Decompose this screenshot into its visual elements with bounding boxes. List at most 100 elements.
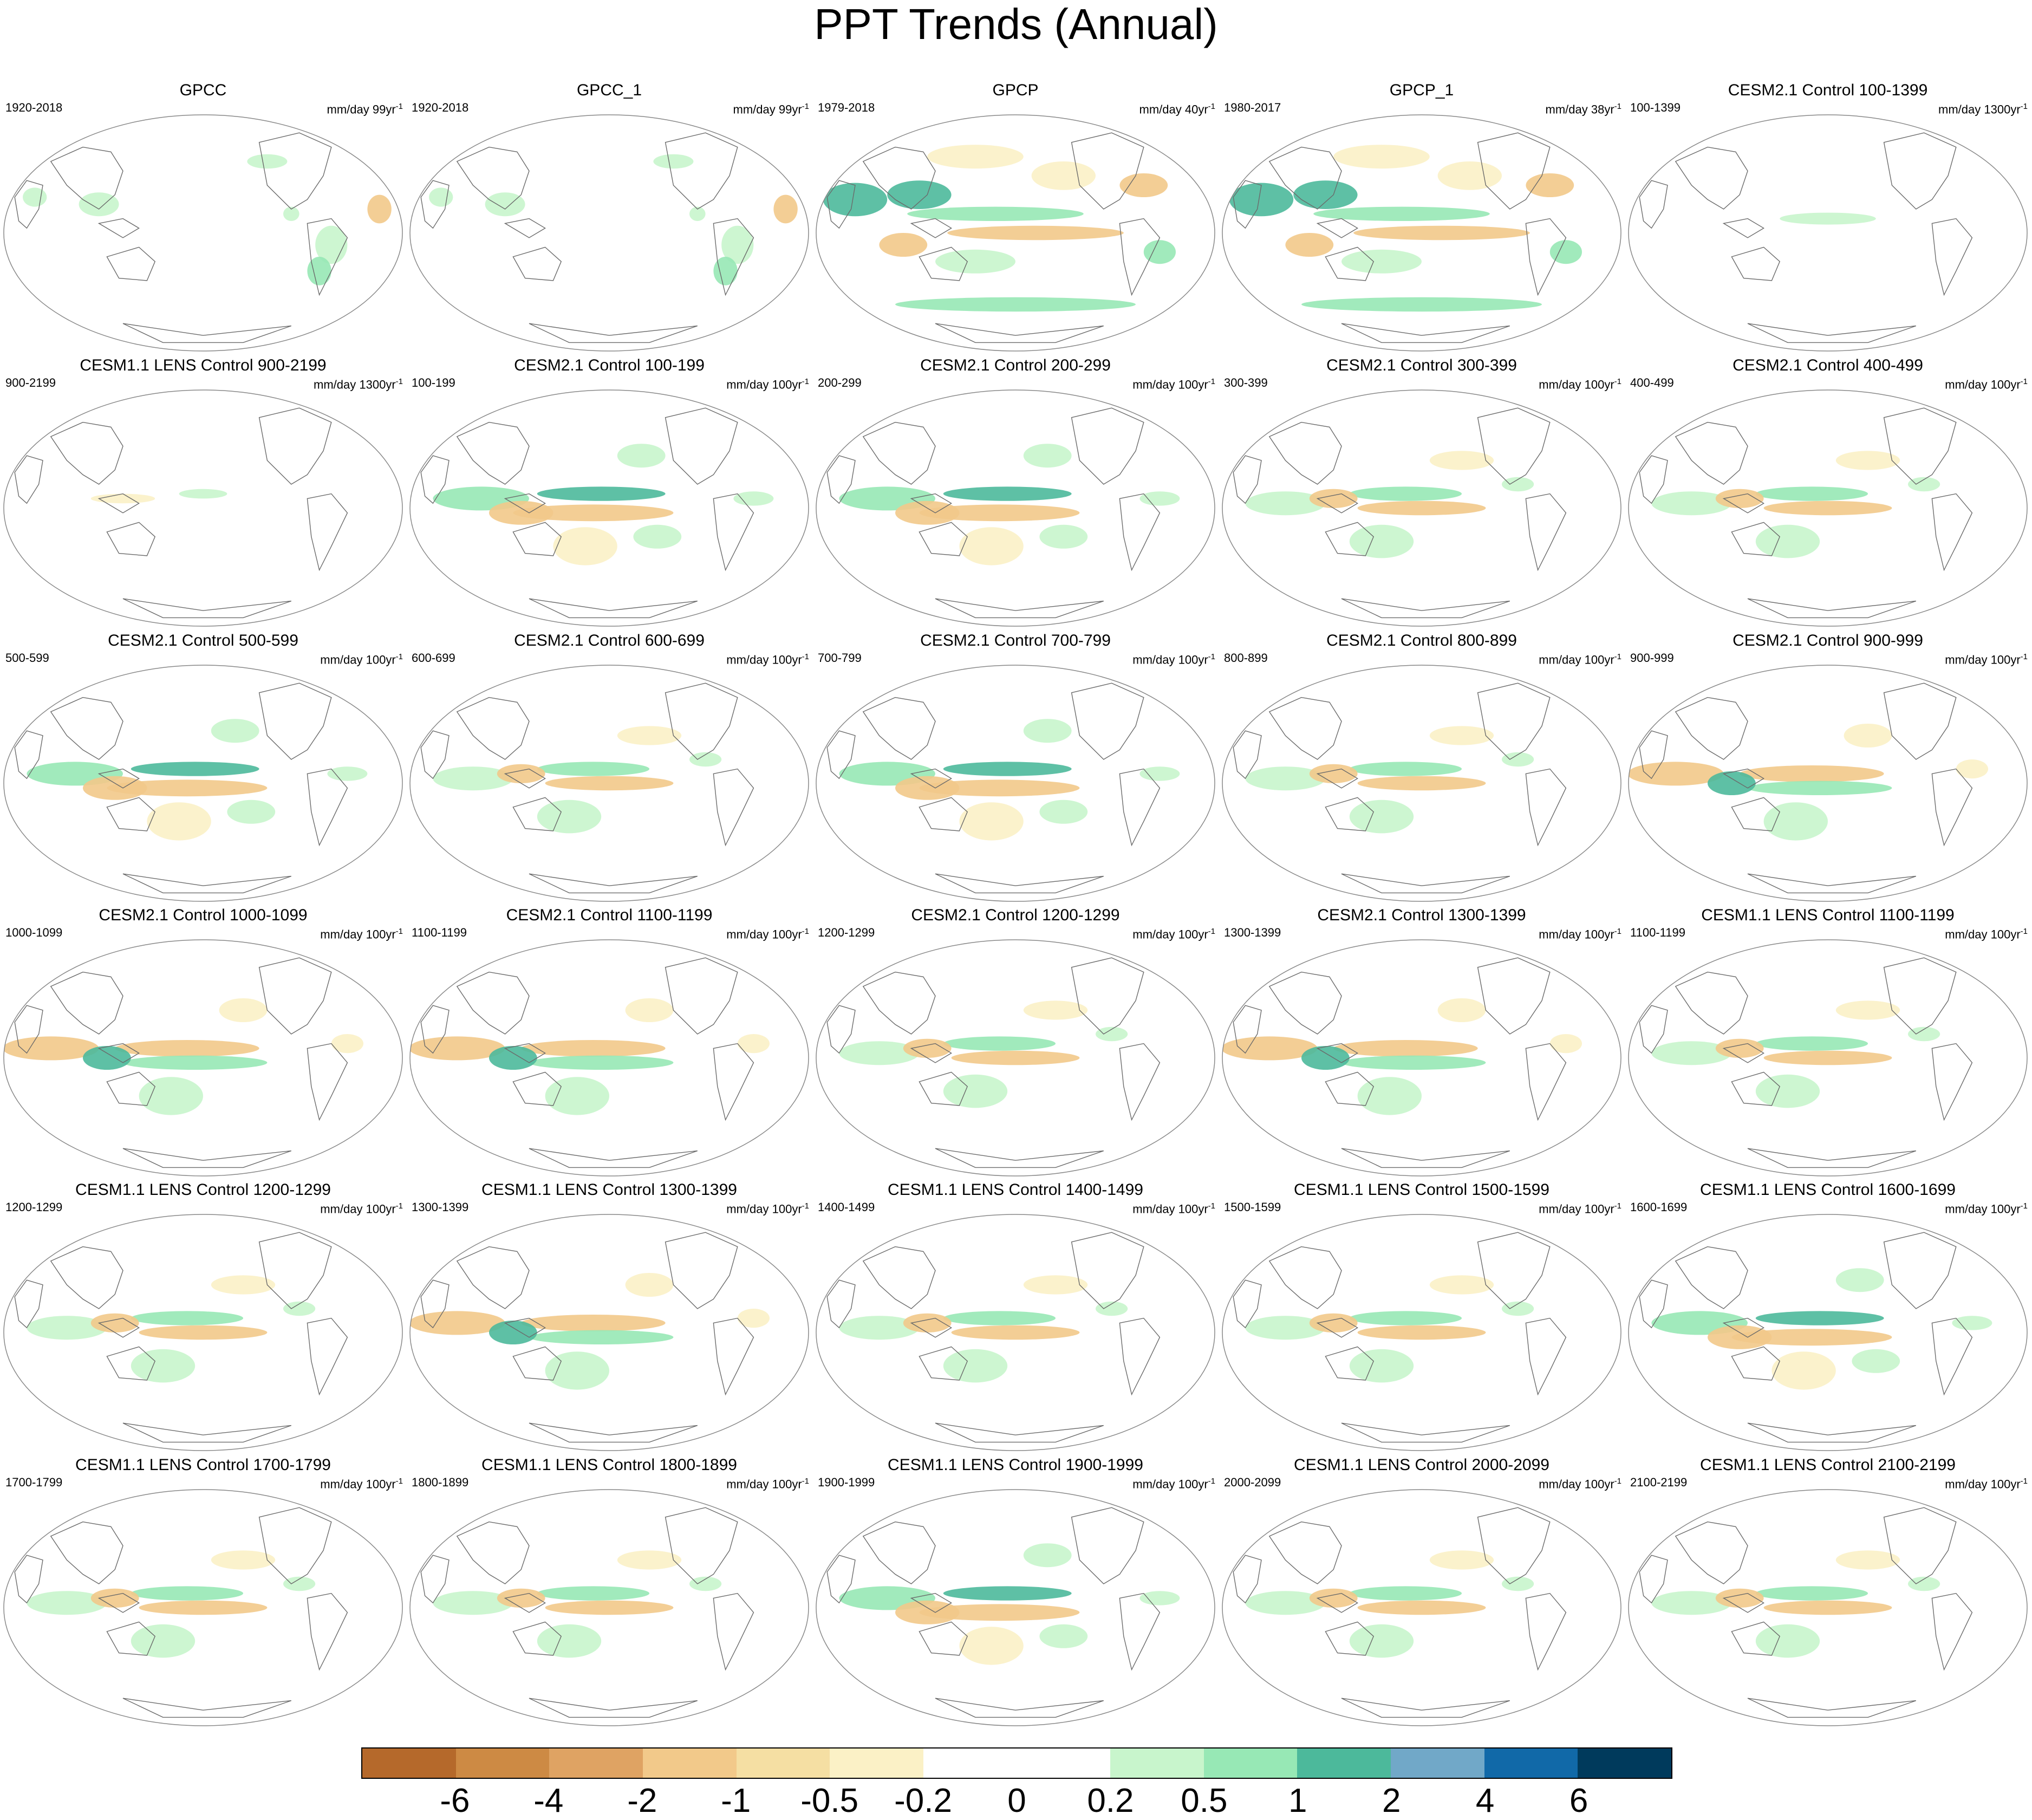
coastline	[106, 1346, 156, 1381]
positive-trend-region	[887, 180, 952, 209]
colorbar-label: 0.2	[1087, 1782, 1134, 1819]
coastline	[1119, 493, 1161, 571]
map-plot	[409, 1214, 809, 1451]
coastline	[910, 768, 952, 789]
coastline	[14, 1555, 43, 1604]
map-border	[1628, 939, 2028, 1176]
positive-trend-region	[1341, 249, 1422, 274]
positive-trend-region	[537, 1624, 602, 1658]
panel-units: mm/day 38yr-1	[1546, 100, 1622, 116]
panel-period: 1400-1499	[818, 1200, 875, 1214]
positive-trend-region	[131, 762, 259, 776]
panel-units-text: mm/day 100yr	[1132, 653, 1208, 667]
negative-trend-region	[895, 776, 960, 800]
panel-units-exponent: -1	[802, 927, 809, 936]
positive-trend-region	[537, 486, 666, 501]
negative-trend-region	[83, 776, 147, 800]
coastline	[1931, 1043, 1973, 1121]
panel-period: 1300-1399	[412, 1200, 469, 1214]
negative-trend-region	[1437, 161, 1502, 190]
negative-trend-region	[919, 1604, 1080, 1621]
coastline	[826, 1279, 856, 1329]
colorbar-label: -0.2	[894, 1782, 952, 1819]
panel-units-text: mm/day 100yr	[1539, 1477, 1614, 1491]
panel-title: CESM2.1 Control 1300-1399	[1317, 906, 1526, 924]
coastline	[713, 218, 754, 296]
panel-units: mm/day 100yr-1	[1539, 650, 1621, 667]
panel-units: mm/day 100yr-1	[726, 1199, 809, 1216]
panel-units-exponent: -1	[802, 377, 809, 386]
coastline	[740, 395, 783, 423]
coastline	[122, 1698, 292, 1718]
positive-trend-region	[1651, 1591, 1732, 1615]
coastline	[50, 1521, 123, 1584]
positive-trend-region	[1039, 1624, 1088, 1648]
coastline	[1675, 146, 1748, 210]
panel-units: mm/day 100yr-1	[1945, 375, 2028, 392]
panel-units: mm/day 100yr-1	[1132, 375, 1215, 392]
coastline	[14, 730, 43, 779]
coastline	[1071, 132, 1144, 210]
panel-title: CESM1.1 LENS Control 1700-1799	[75, 1456, 331, 1474]
coastline	[1959, 395, 2001, 423]
coastline	[919, 1621, 968, 1656]
coastline	[1553, 1495, 1595, 1523]
positive-trend-region	[823, 183, 888, 217]
positive-trend-region	[1852, 1349, 1900, 1373]
coastline	[1525, 1043, 1567, 1121]
coastline	[14, 1005, 43, 1054]
positive-trend-region	[327, 766, 368, 781]
panel-period: 1200-1299	[5, 1200, 63, 1214]
panel-units-exponent: -1	[802, 1201, 809, 1211]
map-border	[816, 114, 1215, 352]
trend-field	[1639, 1220, 2001, 1443]
negative-trend-region	[1023, 1275, 1088, 1295]
panel-period: 1100-1199	[1630, 926, 1685, 939]
negative-trend-region	[959, 527, 1024, 566]
negative-trend-region	[331, 1034, 364, 1054]
negative-trend-region	[1309, 764, 1358, 783]
map-panel: CESM1.1 LENS Control 1400-1499 1400-1499 m…	[812, 1181, 1219, 1452]
panel-title: CESM2.1 Control 1000-1099	[99, 906, 308, 924]
map-plot	[1222, 939, 1621, 1176]
positive-trend-region	[1755, 524, 1820, 558]
panel-units: mm/day 100yr-1	[726, 375, 809, 392]
coastline	[1731, 246, 1781, 281]
negative-trend-region	[1119, 173, 1168, 197]
map-border	[816, 1214, 1215, 1451]
coastline	[504, 1043, 546, 1063]
negative-trend-region	[895, 1600, 960, 1624]
panel-period: 2000-2099	[1224, 1476, 1281, 1489]
panel-units-text: mm/day 100yr	[1945, 927, 2021, 941]
coastline	[1722, 1317, 1764, 1338]
positive-trend-region	[1313, 206, 1490, 221]
coastline	[420, 1555, 450, 1604]
coastline	[919, 522, 968, 556]
panel-units-text: mm/day 100yr	[1132, 1202, 1208, 1216]
positive-trend-region	[247, 154, 288, 169]
map-panel: CESM2.1 Control 1100-1199 1100-1199 mm/day…	[406, 906, 812, 1177]
positive-trend-region	[943, 1349, 1008, 1383]
coastline	[1722, 218, 1764, 238]
positive-trend-region	[943, 1074, 1008, 1108]
positive-trend-region	[131, 1349, 196, 1383]
coastline	[1883, 132, 1957, 210]
map-plot	[409, 389, 809, 627]
panel-units: mm/day 100yr-1	[1945, 1474, 2028, 1491]
trend-field	[420, 120, 798, 343]
coastline	[1119, 1043, 1161, 1121]
positive-trend-region	[1835, 1268, 1884, 1292]
colorbar-box	[830, 1748, 923, 1778]
panel-period: 1900-1999	[818, 1476, 875, 1489]
panel-period: 400-499	[1630, 376, 1674, 389]
coastline	[529, 323, 698, 343]
panel-units-exponent: -1	[2020, 927, 2028, 936]
coastline	[1268, 1521, 1342, 1584]
map-panel: CESM2.1 Control 600-699 600-699 mm/day 100…	[406, 632, 812, 902]
panel-period: 1920-2018	[412, 101, 469, 114]
positive-trend-region	[1245, 491, 1326, 516]
panel-units: mm/day 100yr-1	[1539, 1199, 1621, 1216]
coastline	[1233, 1005, 1262, 1054]
map-panel: CESM2.1 Control 400-499 400-499 mm/day 100…	[1625, 356, 2031, 627]
map-panel: CESM2.1 Control 500-599 500-599 mm/day 100…	[0, 632, 406, 902]
